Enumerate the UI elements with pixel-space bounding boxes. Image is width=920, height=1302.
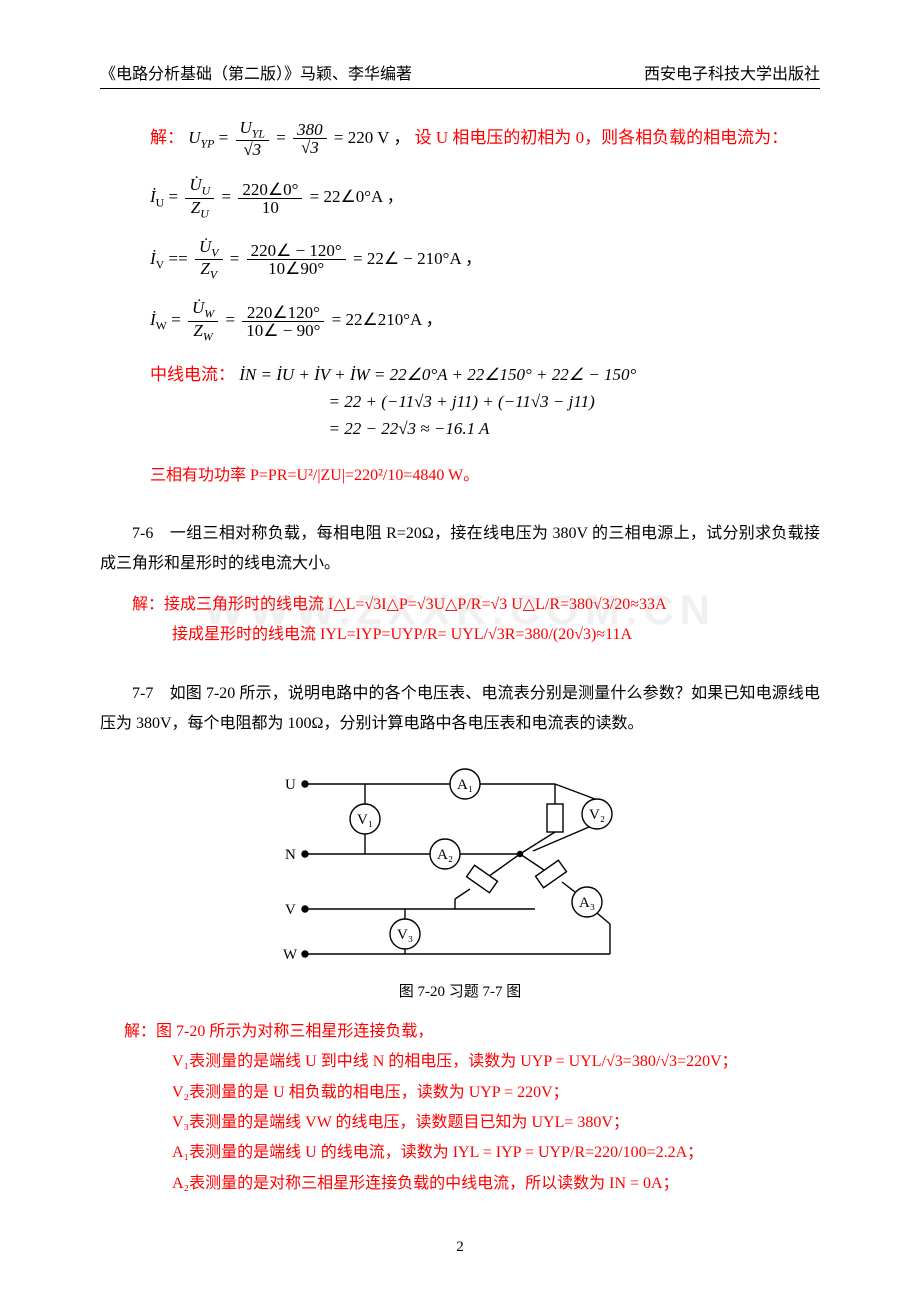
svg-text:U: U bbox=[285, 777, 296, 793]
problem-7-7: 7-7 如图 7-20 所示，说明电路中的各个电压表、电流表分别是测量什么参数？… bbox=[100, 679, 820, 740]
page-header: 《电路分析基础（第二版）》马颖、李华编著 西安电子科技大学出版社 bbox=[100, 60, 820, 84]
svg-text:N: N bbox=[285, 847, 296, 863]
svg-text:A₃: A₃ bbox=[579, 895, 595, 911]
answer-a1: A₁表测量的是端线 U 的线电流，读数为 IYL = IYP = UYP/R=2… bbox=[172, 1138, 820, 1168]
answer-a2: A₂表测量的是对称三相星形连接负载的中线电流，所以读数为 IN = 0A； bbox=[172, 1169, 820, 1199]
page-number: 2 bbox=[100, 1239, 820, 1256]
header-right: 西安电子科技大学出版社 bbox=[644, 60, 820, 84]
power-line: 三相有功功率 P=PR=U²/|ZU|=220²/10=4840 W。 bbox=[150, 461, 820, 491]
neutral-label: 中线电流： bbox=[150, 365, 235, 384]
svg-text:V₁: V₁ bbox=[357, 812, 373, 828]
answer-7-6-l2: 接成星形时的线电流 IYL=IYP=UYP/R= UYL/√3R=380/(20… bbox=[172, 620, 820, 650]
circuit-diagram: U N V W A₁ V₁ A₂ bbox=[275, 754, 645, 974]
answer-7-6: 解：接成三角形时的线电流 I△L=√3I△P=√3U△P/R=√3 U△L/R=… bbox=[116, 590, 820, 620]
svg-text:V₃: V₃ bbox=[397, 927, 413, 943]
svg-text:A₁: A₁ bbox=[457, 777, 473, 793]
solution-prefix: 解： bbox=[150, 128, 184, 147]
eq-iw: İW = U̇WZW = 220∠120°10∠ − 90° = 22∠210°… bbox=[150, 299, 820, 343]
sym-U: U bbox=[188, 128, 200, 147]
figure-caption: 图 7-20 习题 7-7 图 bbox=[100, 978, 820, 1007]
figure-7-20: U N V W A₁ V₁ A₂ bbox=[100, 754, 820, 974]
header-rule bbox=[100, 88, 820, 89]
svg-text:A₂: A₂ bbox=[437, 847, 453, 863]
body-content: 解： UYP = UYL√3 = 380√3 = 220 V ， 设 U 相电压… bbox=[100, 119, 820, 1199]
header-left: 《电路分析基础（第二版）》马颖、李华编著 bbox=[100, 60, 412, 84]
answer-v2: V₂表测量的是 U 相负载的相电压，读数为 UYP = 220V； bbox=[172, 1078, 820, 1108]
svg-text:W: W bbox=[283, 947, 298, 963]
solution-7-5: 解： UYP = UYL√3 = 380√3 = 220 V ， 设 U 相电压… bbox=[150, 119, 820, 158]
svg-text:V₂: V₂ bbox=[589, 807, 605, 823]
svg-text:V: V bbox=[285, 902, 296, 918]
answer-v3: V₃表测量的是端线 VW 的线电压，读数题目已知为 UYL= 380V； bbox=[172, 1108, 820, 1138]
answer-7-7-head: 解：图 7-20 所示为对称三相星形连接负载， bbox=[124, 1017, 820, 1047]
document-page: 《电路分析基础（第二版）》马颖、李华编著 西安电子科技大学出版社 解： UYP … bbox=[0, 0, 920, 1296]
eq-iv: İV == U̇VZV = 220∠ − 120°10∠90° = 22∠ − … bbox=[150, 238, 820, 282]
answer-v1: V₁表测量的是端线 U 到中线 N 的相电压，读数为 UYP = UYL/√3=… bbox=[172, 1047, 820, 1077]
text-after: 设 U 相电压的初相为 0，则各相负载的相电流为： bbox=[415, 128, 789, 147]
eq-neutral: 中线电流： İN = İU + İV + İW = 22∠0°A + 22∠15… bbox=[150, 361, 820, 443]
eq-iu: İU = U̇UZU = 220∠0°10 = 22∠0°A ， bbox=[150, 176, 820, 220]
problem-7-6: 7-6 一组三相对称负载，每相电阻 R=20Ω，接在线电压为 380V 的三相电… bbox=[100, 519, 820, 580]
